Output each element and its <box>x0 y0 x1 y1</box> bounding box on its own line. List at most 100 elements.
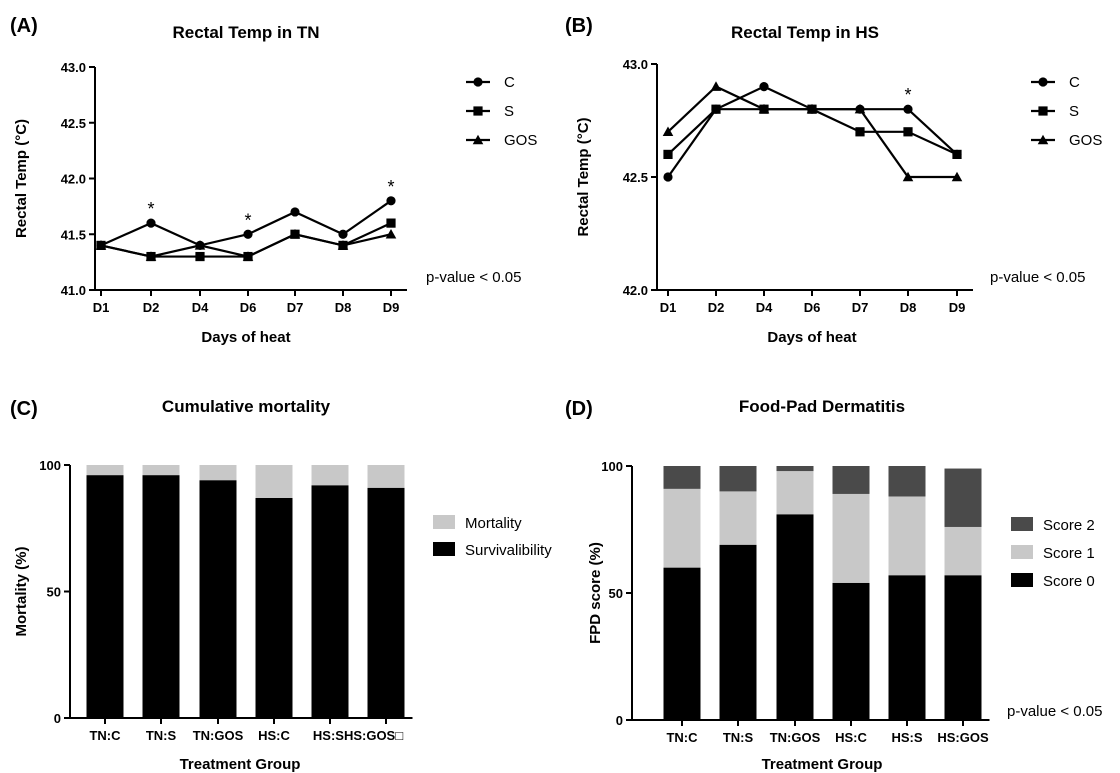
x-tick-label: D6 <box>240 300 257 315</box>
x-tick-label: D7 <box>287 300 304 315</box>
bar-survivalibility <box>86 475 124 718</box>
x-tick-label: D4 <box>192 300 209 315</box>
data-point-c <box>290 207 300 217</box>
bar-score-2 <box>832 466 870 494</box>
data-point-s <box>386 218 396 228</box>
y-tick-label: 0 <box>616 713 623 728</box>
bar-mortality <box>367 465 405 488</box>
chart-panel-3: (C) Cumulative mortality 0 50 100 TN:C TN:S TN:… <box>10 397 552 773</box>
y-tick-label: 41.5 <box>61 227 86 242</box>
bar-survivalibility <box>142 475 180 718</box>
bar-score-0 <box>719 544 757 720</box>
bar-score-1 <box>888 496 926 576</box>
bar-score-0 <box>888 575 926 720</box>
data-point-gos <box>95 240 107 250</box>
bar-score-2 <box>888 466 926 497</box>
panel-label: (A) <box>10 15 38 37</box>
bar-score-1 <box>663 488 701 568</box>
x-tick-label: D4 <box>756 300 773 315</box>
chart-title: Rectal Temp in TN <box>172 23 319 42</box>
x-axis-label: Treatment Group <box>762 756 883 773</box>
x-tick-label: D9 <box>949 300 966 315</box>
legend-marker <box>1038 77 1048 87</box>
chart-panel-1: (A) Rectal Temp in TN 41.0 41.5 42.0 42.5 43.0… <box>10 15 537 346</box>
legend-swatch <box>433 515 455 529</box>
bar-score-0 <box>663 567 701 720</box>
data-point-gos <box>758 103 770 114</box>
y-tick-label: 50 <box>47 585 61 600</box>
y-tick-label: 41.0 <box>61 283 86 298</box>
x-tick-label: D2 <box>708 300 725 315</box>
data-point-gos <box>662 126 674 137</box>
y-tick-label: 42.5 <box>61 116 86 131</box>
data-point-gos <box>337 240 349 250</box>
y-axis-label: Rectal Temp (°C) <box>13 119 30 238</box>
significance-star: * <box>244 210 251 230</box>
data-point-c <box>903 104 913 114</box>
bar-survivalibility <box>311 485 349 718</box>
data-point-gos <box>854 103 866 114</box>
bar-score-1 <box>776 471 814 515</box>
x-tick-label: HS:SHS:GOS□ <box>313 728 403 743</box>
x-tick-label: TN:C <box>666 730 698 745</box>
bar-mortality <box>311 465 349 486</box>
y-tick-label: 42.0 <box>623 283 648 298</box>
legend-label: Mortality <box>465 515 522 532</box>
data-point-s <box>195 251 205 262</box>
significance-star: * <box>904 85 911 105</box>
x-tick-label: TN:GOS <box>770 730 821 745</box>
bar-survivalibility <box>199 480 237 718</box>
x-tick-label: TN:S <box>146 728 177 743</box>
p-value-note: p-value < 0.05 <box>1007 703 1103 720</box>
bar-score-0 <box>832 582 870 720</box>
legend-label: Score 0 <box>1043 573 1095 590</box>
data-point-gos <box>806 103 818 114</box>
x-tick-label: D8 <box>335 300 352 315</box>
legend-label: Survivalibility <box>465 542 552 559</box>
legend-marker <box>473 106 483 116</box>
legend-marker <box>472 134 484 145</box>
bar-score-2 <box>944 468 982 527</box>
panel-label: (C) <box>10 398 38 420</box>
legend-label: C <box>504 74 515 91</box>
chart-panel-4: (D) Food-Pad Dermatitis 0 50 100 TN:C TN:S TN:G… <box>565 397 1103 773</box>
x-tick-label: D9 <box>383 300 400 315</box>
y-tick-label: 43.0 <box>61 60 86 75</box>
y-tick-label: 42.5 <box>623 170 648 185</box>
legend-swatch <box>1011 573 1033 587</box>
panel-label: (D) <box>565 398 593 420</box>
data-point-s <box>663 149 673 159</box>
legend-swatch <box>1011 517 1033 531</box>
legend-marker <box>473 77 483 87</box>
data-point-gos <box>145 251 157 261</box>
bar-mortality <box>255 465 293 498</box>
p-value-note: p-value < 0.05 <box>426 269 522 286</box>
y-axis-label: FPD score (%) <box>587 542 604 644</box>
data-point-gos <box>289 228 301 239</box>
data-point-c <box>663 172 673 182</box>
significance-star: * <box>387 177 394 197</box>
data-point-gos <box>242 251 254 261</box>
series-line-c <box>667 85 958 178</box>
data-point-gos <box>710 81 722 91</box>
data-point-c <box>338 229 348 239</box>
y-tick-label: 42.0 <box>61 172 86 187</box>
data-point-gos <box>902 171 914 182</box>
bar-survivalibility <box>367 487 405 718</box>
bar-score-0 <box>944 575 982 720</box>
legend-label: GOS <box>1069 132 1102 149</box>
data-point-gos <box>385 228 397 239</box>
bar-score-0 <box>776 514 814 720</box>
x-axis-label: Treatment Group <box>180 756 301 773</box>
chart-title: Food-Pad Dermatitis <box>739 397 905 416</box>
data-point-s <box>855 127 865 137</box>
bar-mortality <box>142 465 180 476</box>
y-axis-label: Rectal Temp (°C) <box>575 117 592 236</box>
data-point-c <box>243 229 253 239</box>
bar-mortality <box>199 465 237 481</box>
legend-label: S <box>1069 103 1079 120</box>
bar-score-1 <box>719 491 757 545</box>
x-tick-label: HS:GOS <box>937 730 989 745</box>
panel-label: (B) <box>565 15 593 37</box>
y-tick-label: 0 <box>54 711 61 726</box>
